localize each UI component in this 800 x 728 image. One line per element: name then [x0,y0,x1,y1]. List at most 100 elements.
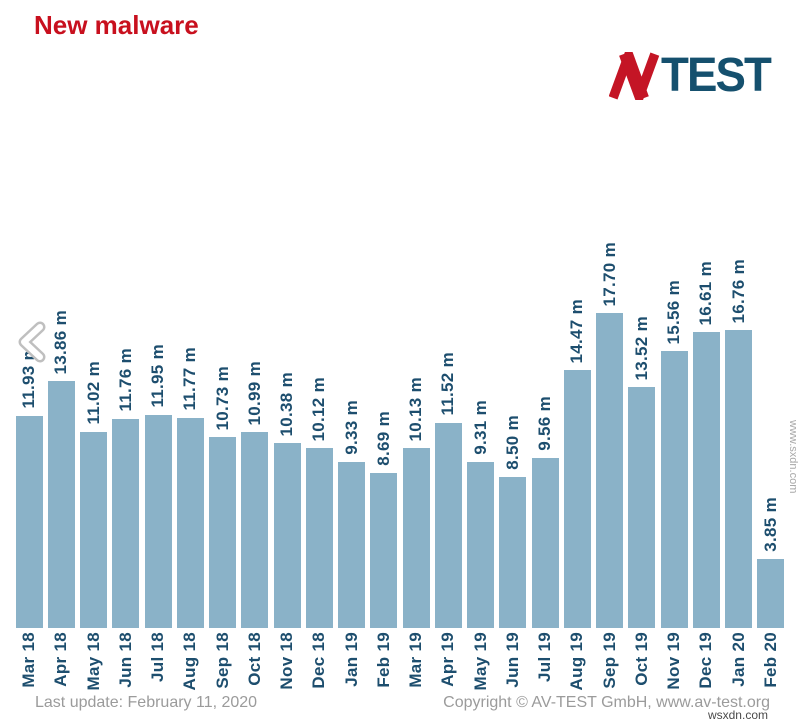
chart-column: 11.02 m [78,0,110,628]
chart-column: 13.52 m [626,0,658,628]
watermark-bottom: wsxdn.com [707,708,768,722]
chart-column: 15.56 m [658,0,690,628]
month-label: Aug 18 [180,632,200,691]
month-label: Jan 19 [341,632,361,687]
bar [80,432,108,628]
month-label: Jul 18 [148,632,168,682]
bar [660,351,688,628]
month-label: Jul 19 [535,632,555,682]
month-label: Oct 18 [244,632,264,686]
chart-column: 9.33 m [336,0,368,628]
month-axis: Mar 18 Apr 18 May 18 Jun 18 Jul 18 Aug 18 Sep … [13,632,787,698]
month-label: Sep 18 [212,632,232,689]
month-cell: Oct 18 [239,632,271,686]
chart-column: 11.95 m [142,0,174,628]
bar [434,423,462,628]
month-cell: Jun 19 [497,632,529,688]
last-update-text: Last update: February 11, 2020 [35,694,258,711]
chart-column: 10.38 m [271,0,303,628]
chart-column: 13.86 m [45,0,77,628]
chart-column: 10.99 m [239,0,271,628]
month-label: Oct 19 [631,632,651,686]
month-cell: Feb 20 [755,632,787,688]
month-cell: Dec 19 [690,632,722,689]
bar [241,432,269,628]
month-label: Jan 20 [728,632,748,687]
month-cell: Apr 19 [432,632,464,687]
chart-column: 11.52 m [432,0,464,628]
logo-test-text: TEST [661,49,772,102]
month-cell: Sep 18 [207,632,239,689]
chart-column: 10.13 m [400,0,432,628]
watermark-side: www.sxdn.com [787,420,799,494]
chevron-left-icon[interactable] [15,321,49,363]
bar [15,416,43,628]
month-label: Mar 19 [406,632,426,688]
bar-value-label: 16.61 m [696,260,716,325]
chart-column: 11.93 m [13,0,45,628]
chart-column: 17.70 m [594,0,626,628]
month-cell: Jan 20 [723,632,755,687]
month-cell: Apr 18 [45,632,77,687]
bar-value-label: 10.99 m [244,360,264,425]
chart-column: 10.73 m [207,0,239,628]
chart-column: 10.12 m [303,0,335,628]
bar-value-label: 10.73 m [212,365,232,430]
month-cell: Jul 19 [529,632,561,682]
chart-column: 14.47 m [561,0,593,628]
bar-value-label: 15.56 m [664,279,684,344]
bar-value-label: 9.56 m [535,396,555,451]
month-cell: Sep 19 [594,632,626,689]
month-label: Dec 18 [309,632,329,689]
bar-value-label: 16.76 m [728,258,748,323]
chart-column: 11.76 m [110,0,142,628]
bar [209,437,237,628]
month-cell: Nov 18 [271,632,303,690]
month-cell: Oct 19 [626,632,658,686]
bar-value-label: 11.52 m [438,352,458,416]
bar [112,419,140,628]
chart-column: 8.50 m [497,0,529,628]
month-label: Apr 18 [51,632,71,687]
bar [563,370,591,628]
bar-value-label: 10.38 m [277,371,297,436]
copyright-text: Copyright © AV-TEST GmbH, www.av-test.or… [443,694,770,711]
month-label: Sep 19 [599,632,619,689]
chart-column: 9.31 m [465,0,497,628]
chart-column: 16.76 m [723,0,755,628]
bar-value-label: 8.50 m [502,415,522,470]
bar [596,313,624,628]
month-label: Apr 19 [438,632,458,687]
page-title: New malware [34,10,199,40]
bar [338,462,366,628]
month-cell: Jun 18 [110,632,142,688]
bar-value-label: 13.86 m [51,309,71,374]
bar [144,415,172,628]
month-label: Nov 19 [664,632,684,690]
bar [725,330,753,628]
month-cell: Mar 18 [13,632,45,688]
month-label: Aug 19 [567,632,587,691]
bar [305,448,333,628]
month-cell: Aug 18 [174,632,206,690]
month-cell: Feb 19 [368,632,400,688]
month-cell: Dec 18 [303,632,335,689]
bar [499,477,527,628]
bar-value-label: 11.95 m [148,344,168,408]
month-label: Feb 19 [373,632,393,688]
chart-column: 9.56 m [529,0,561,628]
month-label: Nov 18 [277,632,297,690]
bar [757,559,785,628]
bar-value-label: 9.33 m [341,400,361,455]
bar-value-label: 14.47 m [567,298,587,363]
month-label: May 19 [470,632,490,691]
month-label: Jun 18 [115,632,135,688]
month-cell: Jul 18 [142,632,174,682]
month-cell: Mar 19 [400,632,432,688]
month-label: Dec 19 [696,632,716,689]
month-cell: May 18 [78,632,110,691]
month-label: Jun 19 [502,632,522,688]
bar [370,473,398,628]
bar-value-label: 3.85 m [760,497,780,552]
